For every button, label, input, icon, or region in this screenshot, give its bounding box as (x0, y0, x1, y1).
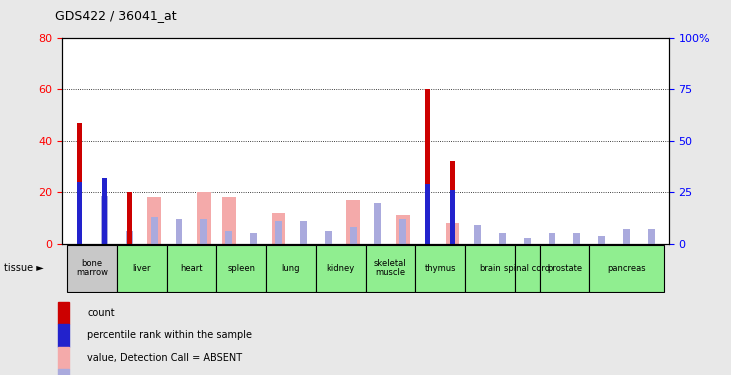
Text: liver: liver (132, 264, 151, 273)
Bar (77, 123, 82, 244)
Text: count: count (88, 308, 115, 318)
Text: prostate: prostate (547, 264, 582, 273)
Bar (175, 219, 183, 244)
Bar (58, 346, 69, 369)
Bar (598, 236, 605, 244)
Bar (127, 192, 132, 244)
Bar (275, 221, 282, 244)
Bar (366, 245, 415, 291)
Bar (325, 231, 332, 244)
Bar (222, 197, 235, 244)
Bar (499, 233, 506, 244)
Bar (425, 89, 430, 244)
Bar (589, 245, 664, 291)
Bar (450, 161, 455, 244)
Bar (316, 245, 366, 291)
Text: lung: lung (281, 264, 300, 273)
Bar (77, 182, 82, 244)
Bar (200, 219, 208, 244)
Bar (225, 231, 232, 244)
Bar (474, 225, 481, 244)
Text: heart: heart (180, 264, 202, 273)
Bar (396, 215, 409, 244)
Bar (446, 223, 459, 244)
Bar (425, 184, 430, 244)
Bar (346, 200, 360, 244)
Bar (349, 227, 357, 244)
Text: spleen: spleen (227, 264, 255, 273)
Bar (117, 245, 167, 291)
Text: thymus: thymus (425, 264, 456, 273)
Bar (515, 245, 539, 291)
Text: kidney: kidney (327, 264, 355, 273)
Bar (101, 196, 108, 244)
Bar (399, 219, 406, 244)
Bar (58, 324, 69, 346)
Bar (374, 202, 382, 244)
Bar (197, 192, 211, 244)
Bar (300, 221, 307, 244)
Text: value, Detection Call = ABSENT: value, Detection Call = ABSENT (88, 353, 243, 363)
Bar (648, 229, 655, 244)
Bar (151, 217, 158, 244)
Bar (58, 369, 69, 375)
Text: GDS422 / 36041_at: GDS422 / 36041_at (55, 9, 176, 22)
Bar (415, 245, 465, 291)
Text: pancreas: pancreas (607, 264, 646, 273)
Bar (272, 213, 285, 244)
Bar (539, 245, 589, 291)
Bar (58, 302, 69, 324)
Bar (148, 197, 161, 244)
Bar (250, 233, 257, 244)
Text: tissue ►: tissue ► (4, 263, 43, 273)
Bar (102, 178, 107, 244)
Bar (523, 238, 531, 244)
Bar (266, 245, 316, 291)
Bar (167, 245, 216, 291)
Bar (450, 190, 455, 244)
Bar (573, 233, 580, 244)
Bar (548, 233, 556, 244)
Bar (126, 231, 133, 244)
Bar (465, 245, 515, 291)
Text: bone
marrow: bone marrow (76, 259, 108, 278)
Text: percentile rank within the sample: percentile rank within the sample (88, 330, 252, 340)
Bar (623, 229, 630, 244)
Text: spinal cord: spinal cord (504, 264, 550, 273)
Bar (216, 245, 266, 291)
Text: brain: brain (479, 264, 501, 273)
Text: skeletal
muscle: skeletal muscle (374, 259, 406, 278)
Bar (67, 245, 117, 291)
